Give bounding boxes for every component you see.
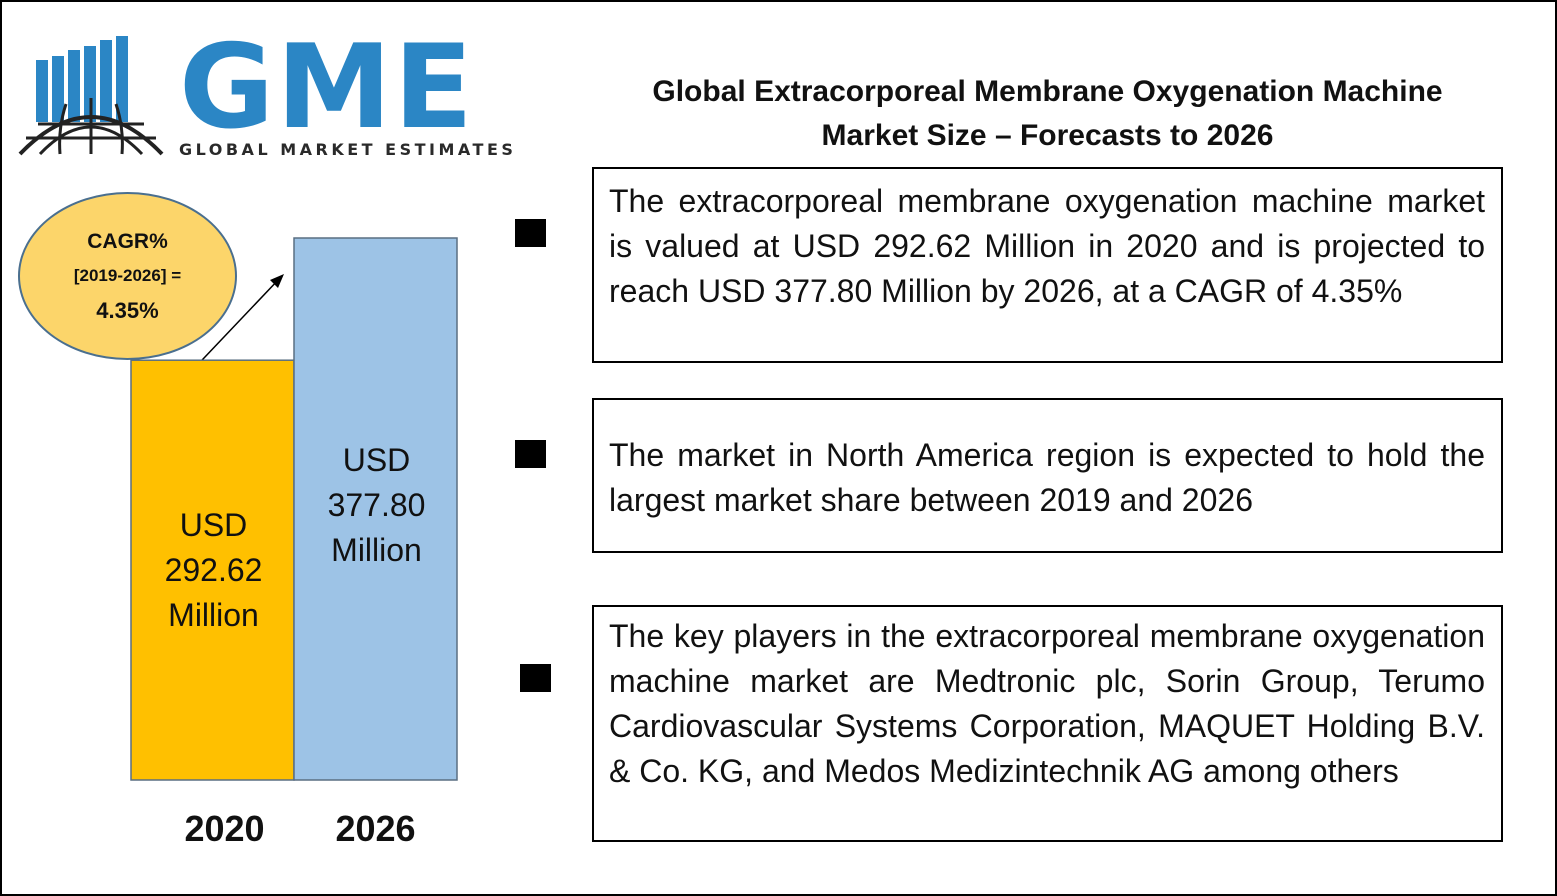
- bar-chart: [130, 237, 458, 781]
- page-title: Global Extracorporeal Membrane Oxygenati…: [590, 70, 1505, 158]
- bar-value-line: 292.62: [164, 551, 263, 588]
- title-line-2: Market Size – Forecasts to 2026: [821, 119, 1274, 152]
- text-box-key-players: The key players in the extracorporeal me…: [592, 605, 1503, 842]
- x-tick-label-2026: 2026: [335, 808, 416, 849]
- bullet-1: [515, 219, 546, 247]
- bar-value-label-2020: USD 292.62 Million: [131, 503, 296, 638]
- bar-value-label-2026: USD 377.80 Million: [294, 438, 459, 573]
- bullet-2: [515, 440, 546, 468]
- point-key-players: The key players in the extracorporeal me…: [609, 618, 1485, 789]
- text-box-region: The market in North America region is ex…: [592, 398, 1503, 553]
- point-market-value: The extracorporeal membrane oxygenation …: [609, 183, 1485, 309]
- cagr-period: [2019-2026] =: [73, 266, 182, 285]
- cagr-label: CAGR%: [87, 230, 168, 253]
- gme-logo: GME GLOBAL MARKET ESTIMATES: [16, 30, 526, 165]
- x-tick-label-2020: 2020: [184, 808, 265, 849]
- globe-bars-icon: [18, 36, 164, 156]
- cagr-badge: CAGR% [2019-2026] = 4.35%: [18, 192, 237, 360]
- bar-value-line: USD: [179, 506, 248, 543]
- bar-value-line: USD: [342, 442, 411, 478]
- point-region: The market in North America region is ex…: [609, 437, 1485, 518]
- text-box-market-value: The extracorporeal membrane oxygenation …: [592, 167, 1503, 363]
- bar-2020: [130, 359, 295, 781]
- title-line-1: Global Extracorporeal Membrane Oxygenati…: [652, 75, 1443, 108]
- arrow-head-icon: [270, 274, 284, 288]
- bullet-3: [520, 664, 551, 692]
- bar-value-line: Million: [331, 532, 422, 568]
- logo-letters: GME: [179, 20, 475, 155]
- bars-group: [130, 237, 458, 781]
- bar-2026: [293, 237, 458, 781]
- bar-value-line: 377.80: [327, 487, 426, 523]
- bar-value-line: Million: [168, 596, 259, 633]
- logo-tagline: GLOBAL MARKET ESTIMATES: [179, 140, 517, 159]
- cagr-value: 4.35%: [96, 298, 159, 323]
